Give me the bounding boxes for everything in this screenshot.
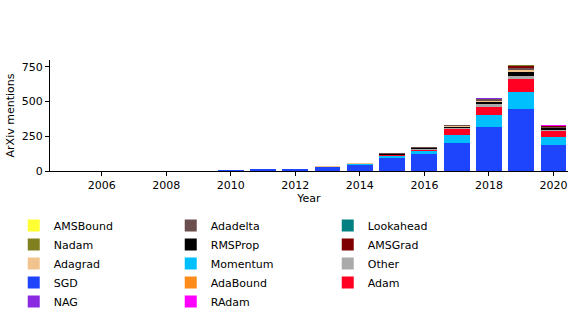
svg-text:2010: 2010 — [217, 179, 245, 192]
svg-text:2016: 2016 — [410, 179, 438, 192]
svg-text:AMSBound: AMSBound — [54, 220, 113, 233]
svg-text:2008: 2008 — [152, 179, 180, 192]
svg-text:2014: 2014 — [346, 179, 374, 192]
svg-text:Adagrad: Adagrad — [54, 258, 100, 271]
svg-text:SGD: SGD — [54, 277, 78, 290]
svg-text:NAG: NAG — [54, 296, 78, 309]
svg-text:Year: Year — [296, 192, 321, 205]
svg-text:500: 500 — [22, 95, 43, 108]
svg-text:2006: 2006 — [88, 179, 116, 192]
svg-text:Momentum: Momentum — [211, 258, 274, 271]
svg-text:Lookahead: Lookahead — [368, 220, 428, 233]
svg-text:AdaBound: AdaBound — [211, 277, 267, 290]
svg-text:AMSGrad: AMSGrad — [368, 239, 419, 252]
svg-text:ArXiv mentions: ArXiv mentions — [4, 73, 17, 157]
svg-text:Nadam: Nadam — [54, 239, 93, 252]
svg-text:RAdam: RAdam — [211, 296, 250, 309]
svg-text:250: 250 — [22, 130, 43, 143]
svg-text:2018: 2018 — [475, 179, 503, 192]
svg-text:2012: 2012 — [281, 179, 309, 192]
svg-text:0: 0 — [36, 165, 43, 178]
svg-text:Adadelta: Adadelta — [211, 220, 260, 233]
svg-text:750: 750 — [22, 61, 43, 74]
svg-text:Other: Other — [368, 258, 400, 271]
svg-text:RMSProp: RMSProp — [211, 239, 260, 252]
svg-text:2020: 2020 — [539, 179, 567, 192]
svg-text:Adam: Adam — [368, 277, 400, 290]
